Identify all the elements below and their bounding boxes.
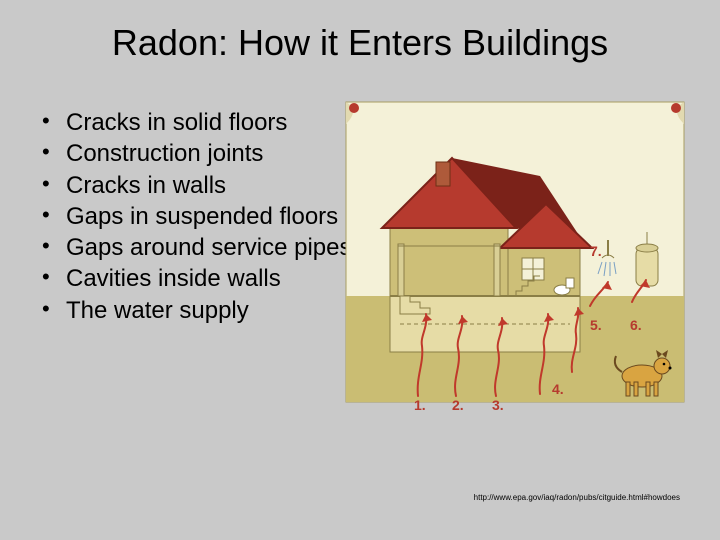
list-item: The water supply bbox=[40, 296, 380, 325]
source-url: http://www.epa.gov/iaq/radon/pubs/citgui… bbox=[474, 493, 680, 502]
svg-text:4.: 4. bbox=[552, 381, 564, 397]
svg-text:7.: 7. bbox=[590, 243, 602, 259]
svg-text:5.: 5. bbox=[590, 317, 602, 333]
list-item: Construction joints bbox=[40, 139, 380, 168]
list-item: Cracks in walls bbox=[40, 171, 380, 200]
list-item: Gaps in suspended floors bbox=[40, 202, 380, 231]
slide: Radon: How it Enters Buildings Cracks in… bbox=[0, 0, 720, 540]
bullet-list-container: Cracks in solid floors Construction join… bbox=[40, 108, 380, 327]
svg-text:3.: 3. bbox=[492, 397, 504, 413]
list-item: Cracks in solid floors bbox=[40, 108, 380, 137]
list-item: Cavities inside walls bbox=[40, 264, 380, 293]
svg-text:1.: 1. bbox=[414, 397, 426, 413]
house-svg: 1. 2. 3. 4. 5. 6. 7. bbox=[340, 96, 690, 416]
house-diagram: 1. 2. 3. 4. 5. 6. 7. bbox=[340, 96, 690, 416]
bullet-list: Cracks in solid floors Construction join… bbox=[40, 108, 380, 325]
list-item: Gaps around service pipes bbox=[40, 233, 380, 262]
svg-text:2.: 2. bbox=[452, 397, 464, 413]
slide-title: Radon: How it Enters Buildings bbox=[0, 22, 720, 64]
svg-text:6.: 6. bbox=[630, 317, 642, 333]
